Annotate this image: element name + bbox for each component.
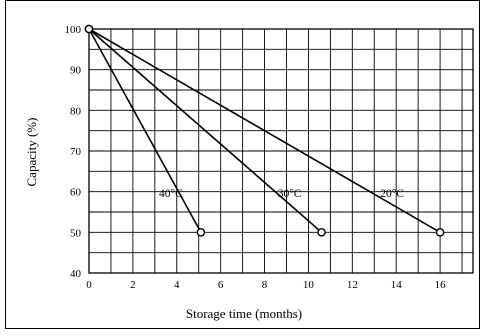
x-tick-label: 0 <box>86 279 92 291</box>
x-tick-label: 6 <box>218 279 224 291</box>
series-line <box>88 28 323 233</box>
y-tick-label: 50 <box>70 227 82 239</box>
data-point-marker <box>435 228 445 237</box>
x-tick-label: 2 <box>130 279 136 291</box>
x-tick-label: 8 <box>262 279 268 291</box>
series-label: 20°C <box>380 188 404 200</box>
x-axis-title: Storage time (months) <box>186 306 302 321</box>
grid <box>89 29 473 273</box>
y-tick-label: 90 <box>70 65 82 77</box>
x-tick-label: 4 <box>174 279 180 291</box>
series-line <box>88 28 441 234</box>
x-tick-label: 16 <box>435 279 447 291</box>
plot-area-frame <box>88 28 474 274</box>
series-label: 30°C <box>278 188 302 200</box>
data-point-marker <box>84 24 94 34</box>
y-tick-label: 70 <box>70 146 82 158</box>
data-point-marker <box>317 228 326 237</box>
x-tick-label: 14 <box>391 279 403 291</box>
y-tick-label: 80 <box>70 105 82 117</box>
y-axis-title: Capacity (%) <box>24 118 39 187</box>
y-tick-label: 40 <box>70 268 82 280</box>
series-line <box>88 28 202 233</box>
series-group: 40°C 30°C 20°C <box>84 24 445 237</box>
y-tick-label: 100 <box>65 24 82 36</box>
x-tick-label: 12 <box>347 279 358 291</box>
y-axis: 40 50 60 70 80 90 100 <box>65 24 82 280</box>
data-point-marker <box>196 228 206 237</box>
x-axis: 0 2 4 6 8 10 12 14 16 <box>86 279 446 291</box>
x-tick-label: 10 <box>303 279 315 291</box>
chart-border <box>5 0 480 329</box>
series-label: 40°C <box>159 188 183 200</box>
y-tick-label: 60 <box>70 187 82 199</box>
